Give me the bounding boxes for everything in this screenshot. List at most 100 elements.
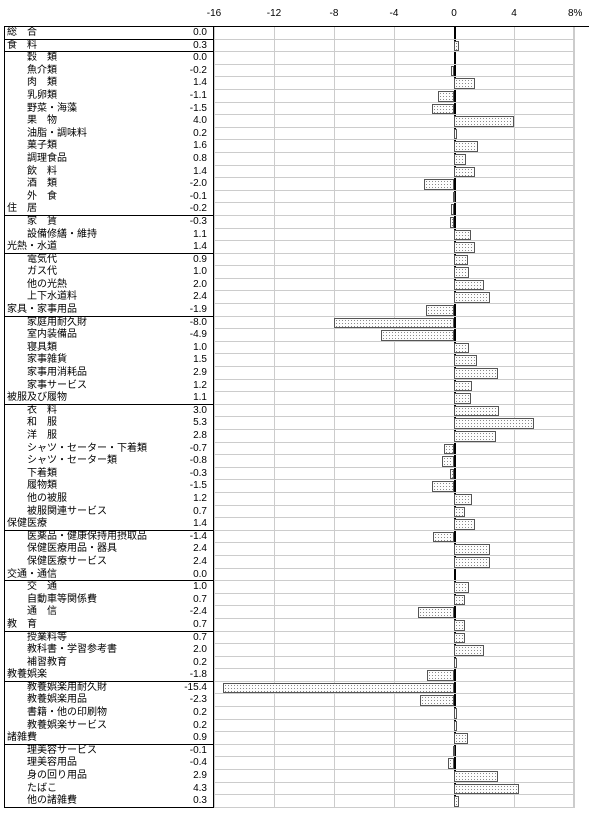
table-row: 上下水道料2.4: [4, 291, 589, 304]
row-value: 2.9: [164, 367, 214, 380]
row-value: -2.0: [164, 178, 214, 191]
table-row: 理美容用品-0.4: [4, 757, 589, 770]
row-label: 乳卵類: [4, 90, 164, 103]
chart-cell: [214, 166, 574, 179]
bar: [454, 733, 468, 744]
table-row: 授業料等0.7: [4, 632, 589, 645]
row-label: 身の回り用品: [4, 770, 164, 783]
table-row: シャツ・セーター・下着類-0.7: [4, 443, 589, 456]
chart-cell: [214, 669, 574, 682]
chart-cell: [214, 518, 574, 531]
row-label: 履物類: [4, 480, 164, 493]
bar: [451, 204, 454, 215]
chart-cell: [214, 77, 574, 90]
chart-cell: [214, 745, 574, 758]
row-label: 魚介類: [4, 65, 164, 78]
chart-cell: [214, 392, 574, 405]
chart-cell: [214, 367, 574, 380]
row-label: 教 育: [4, 619, 164, 632]
row-value: 2.4: [164, 556, 214, 569]
table-row: 交 通1.0: [4, 581, 589, 594]
table-row: 果 物4.0: [4, 115, 589, 128]
row-value: -1.5: [164, 480, 214, 493]
chart-cell: [214, 493, 574, 506]
chart-cell: [214, 480, 574, 493]
row-value: 0.9: [164, 732, 214, 745]
row-label: ガス代: [4, 266, 164, 279]
bar: [454, 280, 484, 291]
bar: [454, 494, 472, 505]
row-value: 0.2: [164, 707, 214, 720]
table-row: 洋 服2.8: [4, 430, 589, 443]
table-row: 他の光熱2.0: [4, 279, 589, 292]
category-row: 住 居-0.2: [4, 203, 589, 216]
row-label: 他の被服: [4, 493, 164, 506]
bar: [418, 607, 454, 618]
bar: [453, 746, 455, 757]
table-row: 理美容サービス-0.1: [4, 745, 589, 758]
row-value: 1.4: [164, 166, 214, 179]
row-label: 教養娯楽用品: [4, 694, 164, 707]
table-row: 他の諸雑費0.3: [4, 795, 589, 808]
row-value: -0.7: [164, 443, 214, 456]
table-row: 家事サービス1.2: [4, 380, 589, 393]
bar: [454, 255, 468, 266]
row-label: 保健医療サービス: [4, 556, 164, 569]
row-value: 2.0: [164, 279, 214, 292]
bar: [454, 595, 465, 606]
bar: [448, 758, 454, 769]
row-value: 0.0: [164, 52, 214, 65]
table-row: 履物類-1.5: [4, 480, 589, 493]
row-label: 穀 類: [4, 52, 164, 65]
row-value: 0.7: [164, 632, 214, 645]
bar: [427, 670, 454, 681]
row-value: 1.4: [164, 241, 214, 254]
bar: [454, 129, 457, 140]
chart-cell: [214, 707, 574, 720]
table-row: 家事雑貨1.5: [4, 354, 589, 367]
table-row: 被服関連サービス0.7: [4, 506, 589, 519]
row-label: 住 居: [4, 203, 164, 216]
chart-cell: [214, 783, 574, 796]
chart-cell: [214, 229, 574, 242]
chart-cell: [214, 632, 574, 645]
row-value: 0.3: [164, 795, 214, 808]
bar: [454, 393, 471, 404]
row-label: 果 物: [4, 115, 164, 128]
chart-cell: [214, 52, 574, 65]
data-rows: 総 合0.0食 料0.3穀 類0.0魚介類-0.2肉 類1.4乳卵類-1.1野菜…: [4, 26, 589, 808]
row-label: 教養娯楽用耐久財: [4, 682, 164, 695]
table-row: 酒 類-2.0: [4, 178, 589, 191]
row-value: 1.0: [164, 342, 214, 355]
row-value: 1.5: [164, 354, 214, 367]
bar: [454, 116, 514, 127]
bar: [454, 41, 459, 52]
bar: [450, 217, 455, 228]
axis-tick: -4: [390, 8, 399, 19]
category-row: 被服及び履物1.1: [4, 392, 589, 405]
table-row: 肉 類1.4: [4, 77, 589, 90]
chart-cell: [214, 606, 574, 619]
chart-cell: [214, 241, 574, 254]
row-label: 理美容サービス: [4, 745, 164, 758]
x-axis: -16-12-8-4048%: [214, 8, 574, 26]
row-value: -1.8: [164, 669, 214, 682]
bar: [454, 582, 469, 593]
bar: [454, 381, 472, 392]
bar: [454, 267, 469, 278]
chart-cell: [214, 329, 574, 342]
bar: [454, 230, 471, 241]
bar: [450, 469, 455, 480]
row-label: 保健医療用品・器具: [4, 543, 164, 556]
bar: [454, 292, 490, 303]
table-row: 身の回り用品2.9: [4, 770, 589, 783]
table-row: 穀 類0.0: [4, 52, 589, 65]
row-label: たばこ: [4, 783, 164, 796]
category-row: 総 合0.0: [4, 27, 589, 40]
category-row: 交通・通信0.0: [4, 569, 589, 582]
bar: [454, 406, 499, 417]
chart-cell: [214, 291, 574, 304]
bar: [432, 104, 455, 115]
table-row: ガス代1.0: [4, 266, 589, 279]
row-label: 室内装備品: [4, 329, 164, 342]
